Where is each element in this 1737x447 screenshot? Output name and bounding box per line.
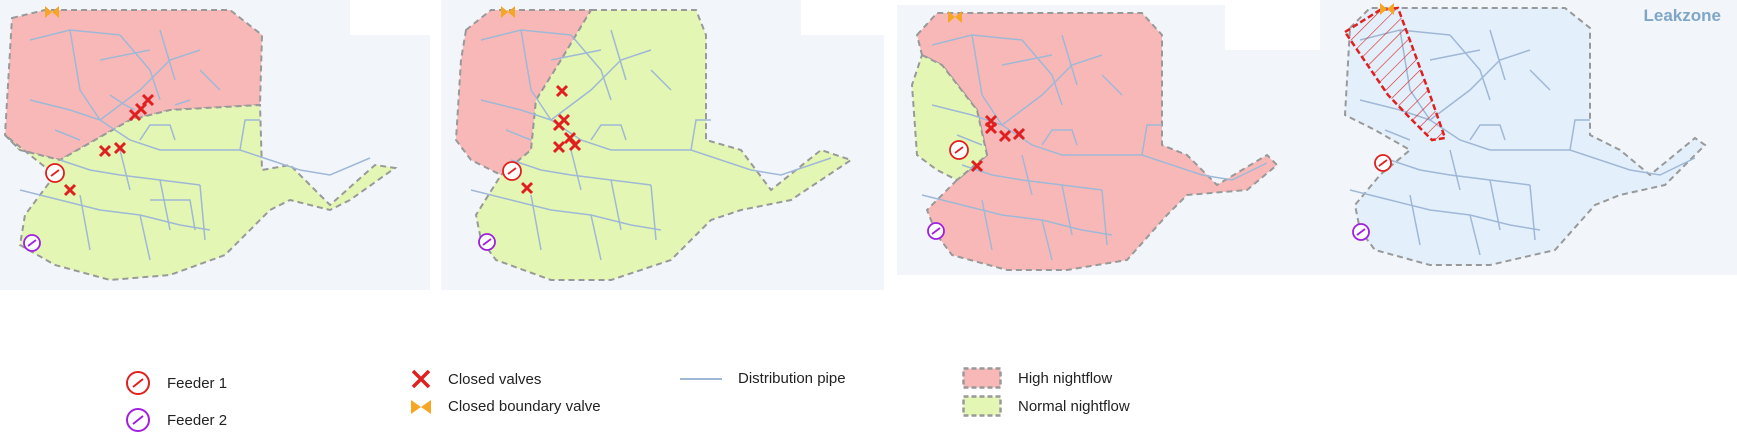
legend-label-feeder-2: Feeder 2: [167, 411, 228, 429]
legend-label-closed-valves: Closed valves: [448, 370, 542, 388]
feeder-2-icon: [1352, 223, 1370, 241]
map-corner-gap: [1225, 5, 1322, 50]
network-map-1: [0, 0, 430, 290]
boundary-valve-icon: [1380, 3, 1394, 15]
network-map-4: [1320, 0, 1737, 275]
boundary-valve-icon: [411, 399, 431, 414]
closed-valve-icon: [134, 102, 148, 116]
closed-valve-icon: [998, 129, 1012, 143]
legend-label-distribution-pipe: Distribution pipe: [738, 370, 846, 387]
closed-valve-icon: [98, 144, 112, 158]
leakzone-title: Leakzone: [1643, 6, 1721, 25]
legend-label-high-nightflow: High nightflow: [1018, 369, 1113, 387]
closed-valves: [63, 93, 155, 197]
legend-label-feeder-1: Feeder 1: [167, 374, 228, 392]
high-nightflow-zone: [454, 9, 593, 177]
closed-valves: [520, 84, 582, 195]
closed-valve-icon: [568, 138, 582, 152]
feeder-2-icon: [478, 233, 496, 251]
boundary-valve-icon: [45, 6, 59, 18]
feeder-1-icon: [949, 140, 969, 160]
closed-valve-icon: [411, 369, 431, 389]
boundary-valve-icon: [501, 6, 515, 18]
map-panel-2: [441, 0, 884, 290]
closed-valve-icon: [63, 183, 77, 197]
legend-closed-valves: Closed valves: [410, 368, 541, 390]
closed-valve-icon: [557, 113, 571, 127]
high-nightflow-zone: [915, 12, 1279, 271]
network-map-3: [897, 5, 1322, 275]
feeder-1-icon: [1374, 154, 1392, 172]
closed-valve-icon: [552, 140, 566, 154]
normal-nightflow-swatch: [962, 395, 1002, 417]
map-panel-1: [0, 0, 430, 290]
legend-normal-nightflow: Normal nightflow: [962, 395, 1130, 417]
map-panel-3: [897, 5, 1322, 275]
legend-feeder-2: Feeder 2: [125, 407, 227, 433]
closed-valve-icon: [1012, 127, 1026, 141]
distribution-pipes: [470, 29, 832, 261]
closed-valve-icon: [113, 141, 127, 155]
map-corner-gap: [350, 0, 430, 35]
legend-feeder-1: Feeder 1: [125, 370, 227, 396]
feeder-2-icon: [126, 408, 150, 432]
feeder-2-icon: [23, 234, 41, 252]
closed-valves: [970, 114, 1026, 173]
pipe-line-icon: [680, 377, 722, 380]
closed-valve-icon: [984, 121, 998, 135]
closed-valve-icon: [520, 181, 534, 195]
feeder-2-icon: [927, 222, 945, 240]
legend: Feeder 1 Feeder 2 Closed valves Closed b…: [0, 350, 1737, 447]
distribution-pipes: [921, 34, 1268, 261]
legend-distribution-pipe: Distribution pipe: [680, 370, 846, 387]
high-nightflow-swatch: [962, 367, 1002, 389]
closed-valve-icon: [555, 84, 569, 98]
feeder-1-icon: [502, 161, 522, 181]
boundary-valve-icon: [948, 11, 962, 23]
feeder-1-icon: [45, 163, 65, 183]
legend-label-normal-nightflow: Normal nightflow: [1018, 397, 1130, 415]
feeder-1-icon: [126, 371, 150, 395]
network-map-2: [441, 0, 884, 290]
legend-closed-boundary-valve: Closed boundary valve: [410, 398, 601, 415]
distribution-pipes: [19, 29, 371, 261]
map-corner-gap: [801, 0, 884, 35]
legend-high-nightflow: High nightflow: [962, 367, 1112, 389]
legend-label-closed-boundary-valve: Closed boundary valve: [448, 398, 601, 415]
map-panel-leakzone: Leakzone: [1320, 0, 1737, 275]
closed-valve-icon: [970, 159, 984, 173]
